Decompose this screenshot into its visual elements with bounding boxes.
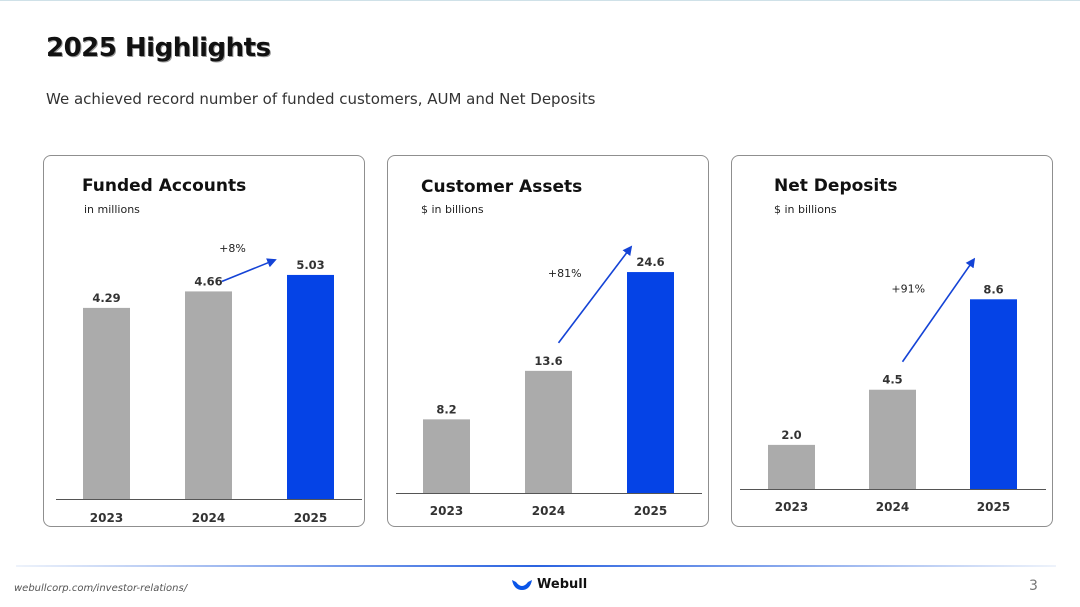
growth-arrow bbox=[901, 257, 976, 363]
footer-url: webullcorp.com/investor-relations/ bbox=[14, 583, 188, 594]
net-deposits-panel: Net Deposits $ in billions 2.0 2023 4.5 202… bbox=[731, 155, 1053, 527]
bar-value-label: 4.5 bbox=[882, 373, 902, 387]
x-tick-label: 2025 bbox=[977, 500, 1010, 514]
growth-percentage-label: +81% bbox=[548, 267, 582, 280]
page-title: 2025 Highlights bbox=[46, 33, 271, 63]
x-tick-label: 2024 bbox=[192, 511, 225, 525]
bar-2025 bbox=[970, 299, 1017, 489]
growth-arrow bbox=[221, 258, 277, 283]
x-tick-label: 2023 bbox=[430, 504, 463, 518]
x-tick-label: 2024 bbox=[532, 504, 565, 518]
bar-2023 bbox=[83, 307, 130, 499]
funded-accounts-panel: Funded Accounts in millions 4.29 2023 4.66… bbox=[43, 155, 365, 527]
bar-2024 bbox=[525, 370, 572, 493]
chart-title: Customer Assets bbox=[421, 177, 583, 197]
brand-name: Webull bbox=[537, 577, 588, 592]
growth-percentage-label: +8% bbox=[219, 242, 246, 255]
x-tick-label: 2023 bbox=[775, 500, 808, 514]
chart-title: Net Deposits bbox=[774, 176, 898, 196]
chart-unit-label: $ in billions bbox=[421, 203, 484, 216]
chart-unit-label: $ in billions bbox=[774, 203, 837, 216]
bar-value-label: 8.2 bbox=[436, 402, 456, 416]
customer-assets-panel: Customer Assets $ in billions 8.2 2023 13.… bbox=[387, 155, 709, 527]
bar-2024 bbox=[185, 291, 232, 499]
bar-2025 bbox=[627, 272, 674, 493]
bar-value-label: 2.0 bbox=[781, 428, 801, 442]
x-tick-label: 2024 bbox=[876, 500, 909, 514]
bar-2023 bbox=[423, 419, 470, 493]
brand-logo: Webull bbox=[511, 577, 587, 592]
chart-title: Funded Accounts bbox=[82, 176, 247, 196]
bar-value-label: 5.03 bbox=[296, 258, 324, 272]
bar-value-label: 8.6 bbox=[983, 282, 1003, 296]
growth-percentage-label: +91% bbox=[891, 283, 925, 296]
bar-value-label: 4.29 bbox=[92, 291, 120, 305]
top-divider bbox=[0, 0, 1080, 1]
bar-2023 bbox=[768, 444, 815, 489]
funded-accounts-chart: 4.29 2023 4.66 2024 5.03 2025 +8% bbox=[56, 242, 362, 525]
net-deposits-chart: 2.0 2023 4.5 2024 8.6 2025 +91% bbox=[740, 257, 1046, 514]
customer-assets-chart: 8.2 2023 13.6 2024 24.6 2025 +81% bbox=[396, 245, 702, 518]
chart-unit-label: in millions bbox=[84, 203, 140, 216]
bar-value-label: 13.6 bbox=[534, 354, 562, 368]
page-subtitle: We achieved record number of funded cust… bbox=[46, 90, 596, 108]
bar-2025 bbox=[287, 274, 334, 499]
growth-arrow bbox=[557, 245, 633, 344]
footer-divider bbox=[16, 565, 1056, 567]
x-tick-label: 2025 bbox=[294, 511, 327, 525]
webull-bull-icon bbox=[512, 579, 532, 590]
bar-value-label: 4.66 bbox=[194, 274, 222, 288]
bar-2024 bbox=[869, 389, 916, 489]
page-number: 3 bbox=[1029, 578, 1038, 594]
x-tick-label: 2025 bbox=[634, 504, 667, 518]
bar-value-label: 24.6 bbox=[636, 255, 664, 269]
x-tick-label: 2023 bbox=[90, 511, 123, 525]
